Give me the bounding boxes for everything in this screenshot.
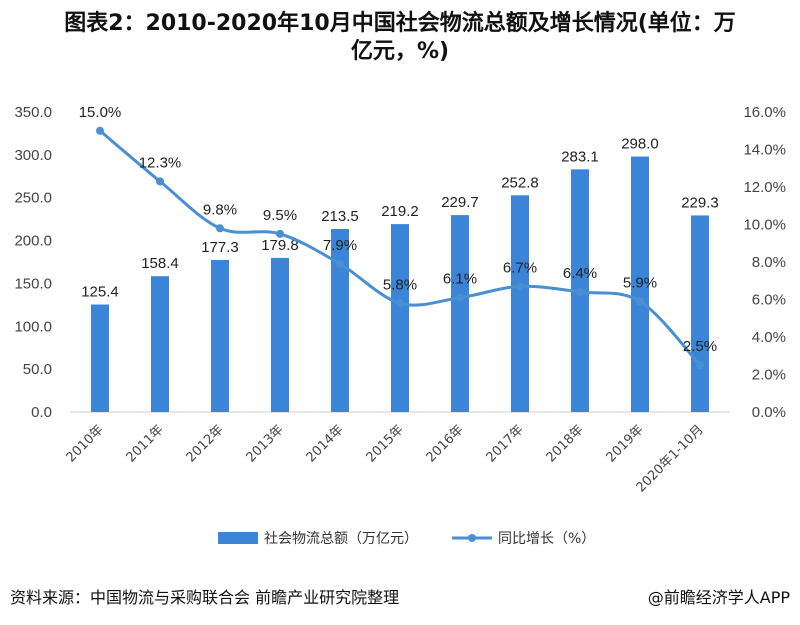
y-right-tick: 14.0% <box>743 142 786 159</box>
x-tick-label: 2018年 <box>544 422 587 465</box>
line-data-label: 7.9% <box>323 237 357 254</box>
y-left-tick: 300.0 <box>14 147 52 164</box>
y-right-tick: 6.0% <box>752 292 786 309</box>
line-data-label: 6.1% <box>443 271 477 288</box>
y-right-tick: 10.0% <box>743 217 786 234</box>
growth-point <box>96 126 104 135</box>
y-right-tick: 16.0% <box>743 104 786 121</box>
x-tick-label: 2013年 <box>244 422 287 465</box>
source-note: 资料来源：中国物流与采购联合会 前瞻产业研究院整理 <box>10 588 400 607</box>
bar-data-label: 179.8 <box>261 237 299 254</box>
bar-data-label: 177.3 <box>201 239 239 256</box>
bar-data-label: 283.1 <box>561 148 599 165</box>
growth-point <box>336 259 344 268</box>
x-tick-label: 2012年 <box>184 422 227 465</box>
y-right-tick: 2.0% <box>752 367 786 384</box>
y-left-tick: 50.0 <box>23 361 52 378</box>
chart-title-line2: 亿元，%) <box>350 39 450 64</box>
legend-line-marker <box>468 534 476 542</box>
bar <box>451 215 469 412</box>
growth-point <box>636 297 644 306</box>
bar <box>391 224 409 412</box>
x-tick-label: 2011年 <box>124 422 167 465</box>
bar <box>631 156 649 412</box>
y-left-tick: 350.0 <box>14 104 52 121</box>
y-right-tick: 4.0% <box>752 329 786 346</box>
line-data-label: 6.7% <box>503 259 537 276</box>
line-data-label: 5.9% <box>623 274 657 291</box>
x-tick-label: 2016年 <box>424 422 467 465</box>
line-data-label: 2.5% <box>683 338 717 355</box>
bar <box>691 215 709 412</box>
x-tick-label: 2015年 <box>364 422 407 465</box>
line-data-label: 9.8% <box>203 201 237 218</box>
bar <box>271 257 289 412</box>
bar <box>211 260 229 412</box>
x-tick-label: 2017年 <box>484 422 527 465</box>
bar-data-label: 229.7 <box>441 194 479 211</box>
y-left-tick: 250.0 <box>14 190 52 207</box>
growth-point <box>216 224 224 233</box>
chart-title-line1: 图表2：2010-2020年10月中国社会物流总额及增长情况(单位：万 <box>64 11 736 36</box>
x-tick-label: 2010年 <box>64 422 107 465</box>
chart: 125.4 158.4 177.3 179.8 213.5 219.2 229.7 252.8… <box>14 104 786 547</box>
growth-point <box>516 282 524 291</box>
chart-title: 图表2：2010-2020年10月中国社会物流总额及增长情况(单位：万 亿元，%… <box>0 10 800 66</box>
bar-data-label: 229.3 <box>681 194 719 211</box>
growth-point <box>396 299 404 308</box>
growth-point <box>156 177 164 186</box>
y-right-tick: 12.0% <box>743 179 786 196</box>
bar <box>151 276 169 412</box>
y-left-tick: 0.0 <box>31 404 52 421</box>
growth-point <box>696 361 704 370</box>
x-tick-label: 2014年 <box>304 422 347 465</box>
line-data-label: 5.8% <box>383 276 417 293</box>
y-left-tick: 100.0 <box>14 318 52 335</box>
growth-point <box>276 229 284 238</box>
bar <box>91 304 109 412</box>
y-right-tick: 0.0% <box>752 404 786 421</box>
bar-data-label: 158.4 <box>141 255 179 272</box>
growth-point <box>576 288 584 296</box>
x-tick-label: 2019年 <box>604 422 647 465</box>
line-data-label: 12.3% <box>139 154 182 171</box>
growth-point <box>456 293 464 302</box>
bar-data-label: 252.8 <box>501 174 539 191</box>
line-data-label: 9.5% <box>263 207 297 224</box>
legend-line-label: 同比增长（%） <box>498 531 595 547</box>
line-data-label: 6.4% <box>563 265 597 282</box>
credit-note: @前瞻经济学人APP <box>647 588 790 607</box>
legend-bar-label: 社会物流总额（万亿元） <box>264 531 418 547</box>
y-right-tick: 8.0% <box>752 254 786 271</box>
bar-data-label: 213.5 <box>321 208 359 225</box>
y-left-tick: 150.0 <box>14 275 52 292</box>
line-data-label: 15.0% <box>79 104 122 121</box>
y-left-tick: 200.0 <box>14 233 52 250</box>
bar-data-label: 298.0 <box>621 136 659 153</box>
bar-data-label: 219.2 <box>381 203 419 220</box>
legend-bar-swatch <box>218 532 258 544</box>
bar <box>511 195 529 412</box>
bar <box>331 229 349 412</box>
bar-data-label: 125.4 <box>81 284 119 301</box>
